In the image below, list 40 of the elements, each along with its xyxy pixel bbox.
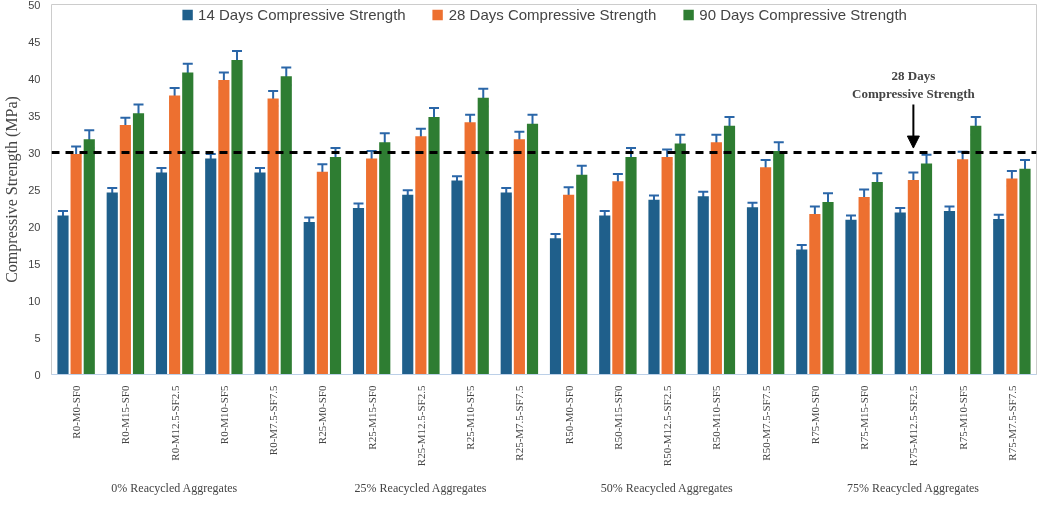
legend-label: 14 Days Compressive Strength: [198, 6, 406, 23]
x-tick-label: R50-M15-SF0: [611, 385, 624, 450]
x-tick-label: R75-M7.5-SF7.5: [1005, 385, 1018, 461]
x-tick-label: R25-M7.5-SF7.5: [513, 385, 526, 461]
text: 75% Reacycled Aggregates: [847, 480, 980, 495]
annotation: 28 Days Compressive Strength: [852, 67, 976, 101]
x-tick-label: R0-M7.5-SF7.5: [267, 385, 280, 456]
y-tick-label: 35: [28, 109, 41, 122]
legend-label: 28 Days Compressive Strength: [448, 6, 657, 23]
y-axis-title: Compressive Strength (MPa): [3, 96, 22, 283]
text: 50% Reacycled Aggregates: [600, 480, 734, 495]
y-tick-label: 30: [28, 146, 41, 159]
x-tick-label: R25-M10-SF5: [464, 385, 477, 450]
legend-label: 90 Days Compressive Strength: [699, 6, 907, 23]
x-tick-label: R50-M7.5-SF7.5: [759, 385, 772, 461]
x-tick-label: R75-M0-SF0: [808, 385, 821, 445]
x-tick-label: R0-M12.5-SF2.5: [168, 385, 181, 461]
x-tick-label: R75-M15-SF0: [858, 385, 871, 450]
y-tick-label: 20: [28, 220, 41, 233]
x-tick-label: R50-M10-SF5: [710, 385, 723, 450]
text: 0% Reacycled Aggregates: [111, 480, 238, 495]
x-tick-label: R50-M12.5-SF2.5: [661, 385, 674, 467]
x-tick-label: R0-M15-SF0: [119, 385, 132, 445]
text: 25% Reacycled Aggregates: [354, 480, 487, 495]
x-tick-label: R75-M12.5-SF2.5: [907, 385, 920, 467]
x-tick-label: R75-M10-SF5: [956, 385, 969, 450]
y-tick-label: 25: [28, 183, 41, 196]
y-tick-label: 5: [34, 331, 41, 344]
y-tick-label: 45: [28, 35, 41, 48]
x-tick-label: R25-M15-SF0: [365, 385, 378, 450]
y-tick-label: 50: [28, 0, 41, 11]
y-tick-label: 10: [28, 294, 41, 307]
y-tick-label: 15: [28, 257, 41, 270]
x-tick-label: R25-M0-SF0: [316, 385, 329, 445]
x-tick-label: R25-M12.5-SF2.5: [414, 385, 427, 467]
x-tick-label: R50-M0-SF0: [562, 385, 575, 445]
x-tick-label: R0-M0-SF0: [70, 385, 83, 439]
y-tick-label: 0: [34, 368, 41, 381]
y-tick-label: 40: [28, 72, 41, 85]
x-tick-label: R0-M10-SF5: [217, 385, 230, 445]
